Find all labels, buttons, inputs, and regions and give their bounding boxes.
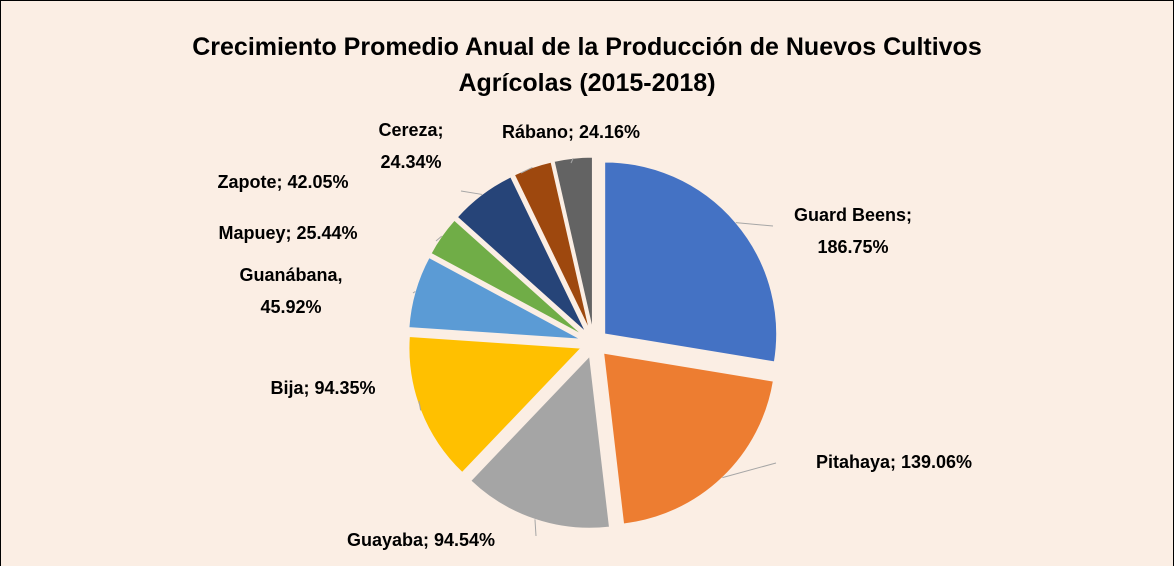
leader-line (570, 157, 574, 164)
pie-slice (408, 335, 583, 474)
leader-line (534, 519, 537, 537)
pie-slice (513, 161, 590, 331)
leader-line (735, 222, 774, 227)
data-label: Zapote; 42.05% (217, 172, 348, 192)
leader-line (418, 400, 422, 411)
data-label: Guard Beens; 186.75% (794, 205, 912, 257)
data-label-line: Zapote; 42.05% (217, 172, 348, 192)
data-label-line: Bija; 94.35% (270, 378, 375, 398)
data-label: Pitahaya; 139.06% (816, 452, 972, 472)
data-label-line: 186.75% (817, 237, 888, 257)
data-label: Bija; 94.35% (270, 378, 375, 398)
data-label-line: Cereza; (378, 120, 443, 140)
leader-line (520, 167, 533, 174)
data-label-line: Mapuey; 25.44% (218, 223, 357, 243)
data-label: Guanábana, 45.92% (239, 265, 342, 317)
data-label: Rábano; 24.16% (502, 122, 640, 142)
data-label-line: Guard Beens; (794, 205, 912, 225)
data-label: Guayaba; 94.54% (347, 530, 495, 550)
data-label-line: Pitahaya; 139.06% (816, 452, 972, 472)
pie-slice (603, 352, 774, 525)
leader-line (722, 462, 777, 479)
pie-slice (408, 256, 581, 340)
data-label-line: Rábano; 24.16% (502, 122, 640, 142)
leader-line (460, 190, 483, 195)
data-label: Mapuey; 25.44% (218, 223, 357, 243)
data-label: Cereza; 24.34% (378, 120, 443, 172)
data-label-line: Guayaba; 94.54% (347, 530, 495, 550)
pie-slice (456, 176, 587, 333)
leader-line (435, 235, 443, 242)
data-label-line: Guanábana, (239, 265, 342, 285)
pie-slice (604, 161, 778, 363)
leader-line (412, 291, 416, 294)
chart-title: Crecimiento Promedio Anual de la Producc… (192, 33, 982, 97)
data-label-line: 24.34% (380, 152, 441, 172)
pie-slice (430, 219, 583, 336)
data-label-line: 45.92% (260, 297, 321, 317)
